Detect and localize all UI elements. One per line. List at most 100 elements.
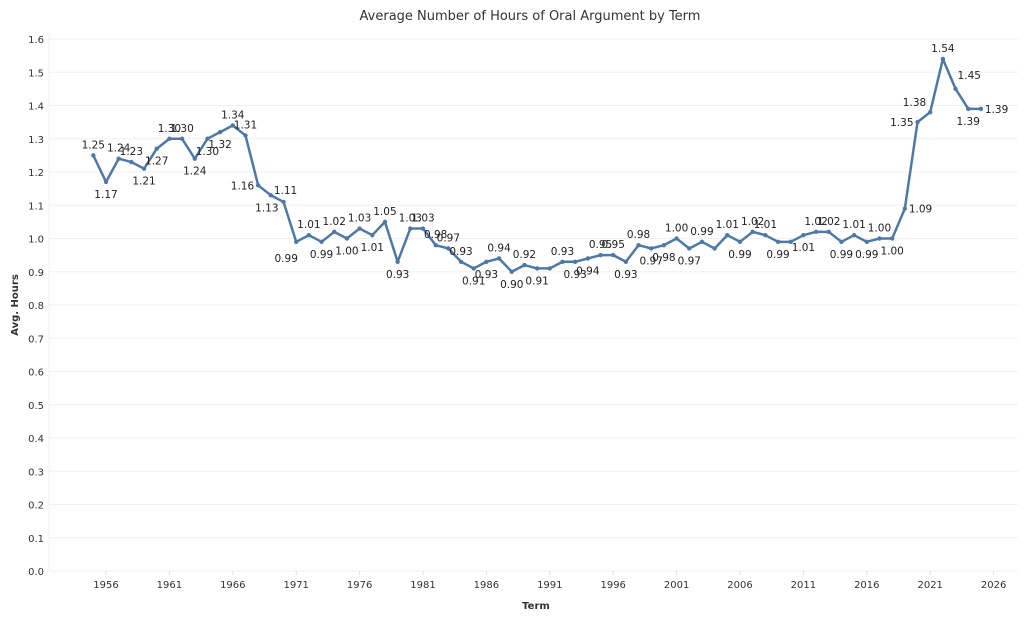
data-point[interactable] bbox=[966, 106, 971, 112]
data-point[interactable] bbox=[357, 226, 362, 231]
data-point[interactable] bbox=[91, 153, 96, 158]
data-point[interactable] bbox=[408, 226, 413, 231]
data-point[interactable] bbox=[458, 259, 464, 264]
data-point[interactable] bbox=[801, 232, 806, 238]
data-point[interactable] bbox=[129, 159, 134, 165]
x-tick-label: 2006 bbox=[727, 580, 752, 591]
data-point[interactable] bbox=[243, 133, 248, 138]
data-label: 1.01 bbox=[297, 219, 320, 231]
data-point[interactable] bbox=[813, 229, 819, 235]
data-point[interactable] bbox=[737, 239, 743, 245]
y-axis: 0.0 0.1 0.2 0.3 0.4 0.5 0.6 0.7 0.8 0.9 1.0 1.1 1.2 1… bbox=[28, 35, 44, 578]
y-tick-label: 1.2 bbox=[28, 168, 44, 179]
series-avg-hours bbox=[91, 56, 984, 274]
data-label: 1.25 bbox=[82, 139, 105, 151]
data-label: 1.54 bbox=[931, 43, 955, 55]
y-tick-label: 0.4 bbox=[28, 434, 44, 445]
data-point[interactable] bbox=[471, 266, 476, 271]
data-point[interactable] bbox=[864, 239, 869, 245]
data-point[interactable] bbox=[281, 199, 286, 205]
data-point[interactable] bbox=[294, 239, 299, 245]
x-tick-label: 2011 bbox=[791, 580, 816, 591]
data-point[interactable] bbox=[433, 242, 438, 248]
data-label: 1.05 bbox=[373, 206, 396, 218]
data-point[interactable] bbox=[370, 232, 375, 238]
x-tick-label: 2016 bbox=[854, 580, 879, 591]
data-point[interactable] bbox=[179, 136, 185, 141]
data-point[interactable] bbox=[154, 146, 159, 151]
data-point[interactable] bbox=[560, 259, 565, 264]
data-point[interactable] bbox=[382, 219, 388, 225]
data-label: 0.94 bbox=[576, 265, 600, 277]
data-point[interactable] bbox=[788, 239, 793, 245]
data-point[interactable] bbox=[826, 229, 831, 235]
data-point[interactable] bbox=[585, 256, 591, 261]
data-label: 0.99 bbox=[690, 226, 713, 238]
data-label: 1.02 bbox=[817, 216, 840, 228]
data-point[interactable] bbox=[268, 193, 274, 198]
data-point[interactable] bbox=[572, 259, 578, 264]
data-point[interactable] bbox=[484, 259, 489, 264]
data-point[interactable] bbox=[750, 229, 755, 235]
data-point[interactable] bbox=[344, 236, 350, 241]
data-point[interactable] bbox=[167, 136, 172, 141]
data-point[interactable] bbox=[877, 236, 882, 241]
data-label: 1.01 bbox=[842, 219, 865, 231]
data-point[interactable] bbox=[230, 123, 235, 128]
data-point[interactable] bbox=[319, 239, 324, 245]
data-point[interactable] bbox=[699, 239, 705, 245]
data-point[interactable] bbox=[687, 246, 692, 251]
data-point[interactable] bbox=[611, 252, 616, 258]
data-label: 1.00 bbox=[665, 223, 688, 235]
data-label: 1.00 bbox=[880, 246, 903, 258]
data-label: 1.35 bbox=[890, 117, 913, 129]
data-point[interactable] bbox=[598, 252, 603, 258]
data-point[interactable] bbox=[141, 166, 147, 171]
data-point[interactable] bbox=[661, 242, 667, 248]
data-point[interactable] bbox=[395, 259, 400, 264]
y-tick-label: 0.5 bbox=[28, 401, 44, 412]
x-tick-label: 1986 bbox=[474, 580, 499, 591]
data-label: 0.93 bbox=[449, 246, 472, 258]
data-point[interactable] bbox=[636, 242, 641, 248]
data-point[interactable] bbox=[496, 256, 502, 261]
data-label: 0.91 bbox=[525, 275, 548, 287]
data-point[interactable] bbox=[674, 236, 679, 241]
data-point[interactable] bbox=[217, 129, 223, 135]
data-point[interactable] bbox=[420, 226, 426, 231]
data-point[interactable] bbox=[649, 246, 654, 251]
data-point[interactable] bbox=[534, 266, 540, 271]
data-label: 1.03 bbox=[348, 213, 371, 225]
data-point[interactable] bbox=[851, 232, 857, 238]
data-point[interactable] bbox=[255, 183, 261, 188]
data-point[interactable] bbox=[763, 232, 768, 238]
data-point[interactable] bbox=[889, 236, 895, 241]
data-label: 1.45 bbox=[958, 70, 981, 82]
data-point[interactable] bbox=[509, 269, 514, 274]
data-point[interactable] bbox=[116, 156, 121, 161]
data-point[interactable] bbox=[522, 262, 527, 268]
data-label: 1.00 bbox=[335, 246, 358, 258]
data-point[interactable] bbox=[192, 156, 197, 161]
data-point[interactable] bbox=[940, 56, 946, 62]
data-point[interactable] bbox=[103, 179, 109, 185]
data-point[interactable] bbox=[775, 239, 781, 245]
data-point[interactable] bbox=[205, 136, 210, 141]
data-point[interactable] bbox=[446, 246, 451, 251]
data-point[interactable] bbox=[953, 86, 958, 92]
data-label: 1.24 bbox=[107, 143, 131, 155]
x-tick-label: 1961 bbox=[157, 580, 182, 591]
data-point[interactable] bbox=[306, 232, 312, 238]
data-point[interactable] bbox=[623, 259, 629, 264]
data-point[interactable] bbox=[978, 106, 984, 112]
data-point[interactable] bbox=[332, 229, 337, 235]
data-point[interactable] bbox=[725, 232, 730, 238]
data-point[interactable] bbox=[712, 246, 717, 251]
data-point[interactable] bbox=[839, 239, 844, 245]
data-point[interactable] bbox=[547, 266, 552, 271]
data-point[interactable] bbox=[928, 109, 933, 115]
x-tick-label: 1956 bbox=[93, 580, 118, 591]
data-point[interactable] bbox=[902, 206, 908, 211]
data-point[interactable] bbox=[915, 119, 920, 125]
